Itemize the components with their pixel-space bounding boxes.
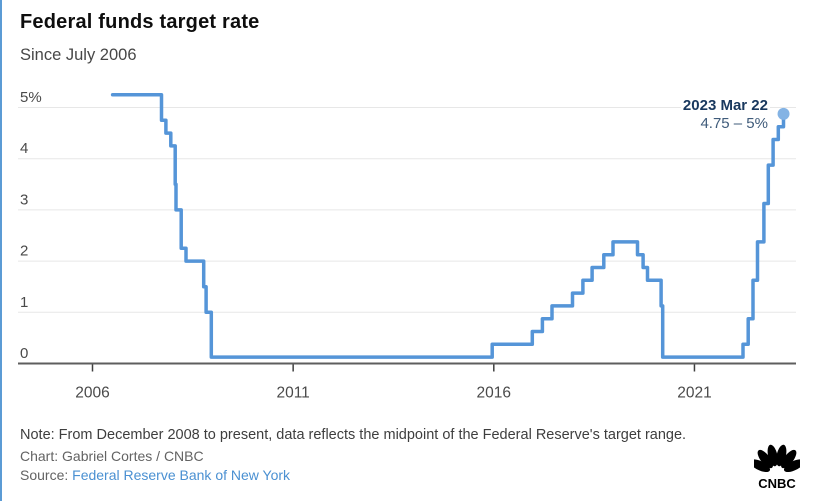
latest-point-annotation: 2023 Mar 22 4.75 – 5% [680, 97, 770, 133]
chart-title: Federal funds target rate [20, 11, 260, 33]
chart-subtitle: Since July 2006 [20, 46, 137, 64]
footnote-text: Note: From December 2008 to present, dat… [20, 427, 687, 443]
source-label: Source: [20, 467, 69, 483]
cnbc-logo: CNBC [754, 444, 800, 491]
y-axis-label: 3 [20, 191, 28, 208]
x-axis-label: 2021 [677, 385, 711, 402]
annotation-date-label: 2023 Mar 22 [680, 97, 770, 115]
y-axis-label: 1 [20, 294, 28, 311]
end-point-marker [777, 107, 790, 120]
annotation-range-label: 4.75 – 5% [680, 115, 770, 133]
cnbc-peacock-icon [754, 444, 800, 473]
y-axis-label: 4 [20, 140, 28, 157]
source-line: Source: Federal Reserve Bank of New York [20, 467, 290, 483]
x-axis-label: 2011 [276, 385, 309, 402]
source-link[interactable]: Federal Reserve Bank of New York [72, 467, 291, 483]
y-axis-label: 2 [20, 243, 28, 260]
y-axis-label: 5% [20, 89, 42, 106]
rate-step-line [110, 92, 786, 359]
cnbc-logo-text: CNBC [758, 476, 796, 491]
chart-credit-text: Chart: Gabriel Cortes / CNBC [20, 448, 204, 464]
x-axis-label: 2006 [75, 385, 109, 402]
left-accent-border [0, 0, 2, 501]
x-axis-label: 2016 [477, 385, 511, 402]
y-axis-label: 0 [20, 345, 28, 362]
